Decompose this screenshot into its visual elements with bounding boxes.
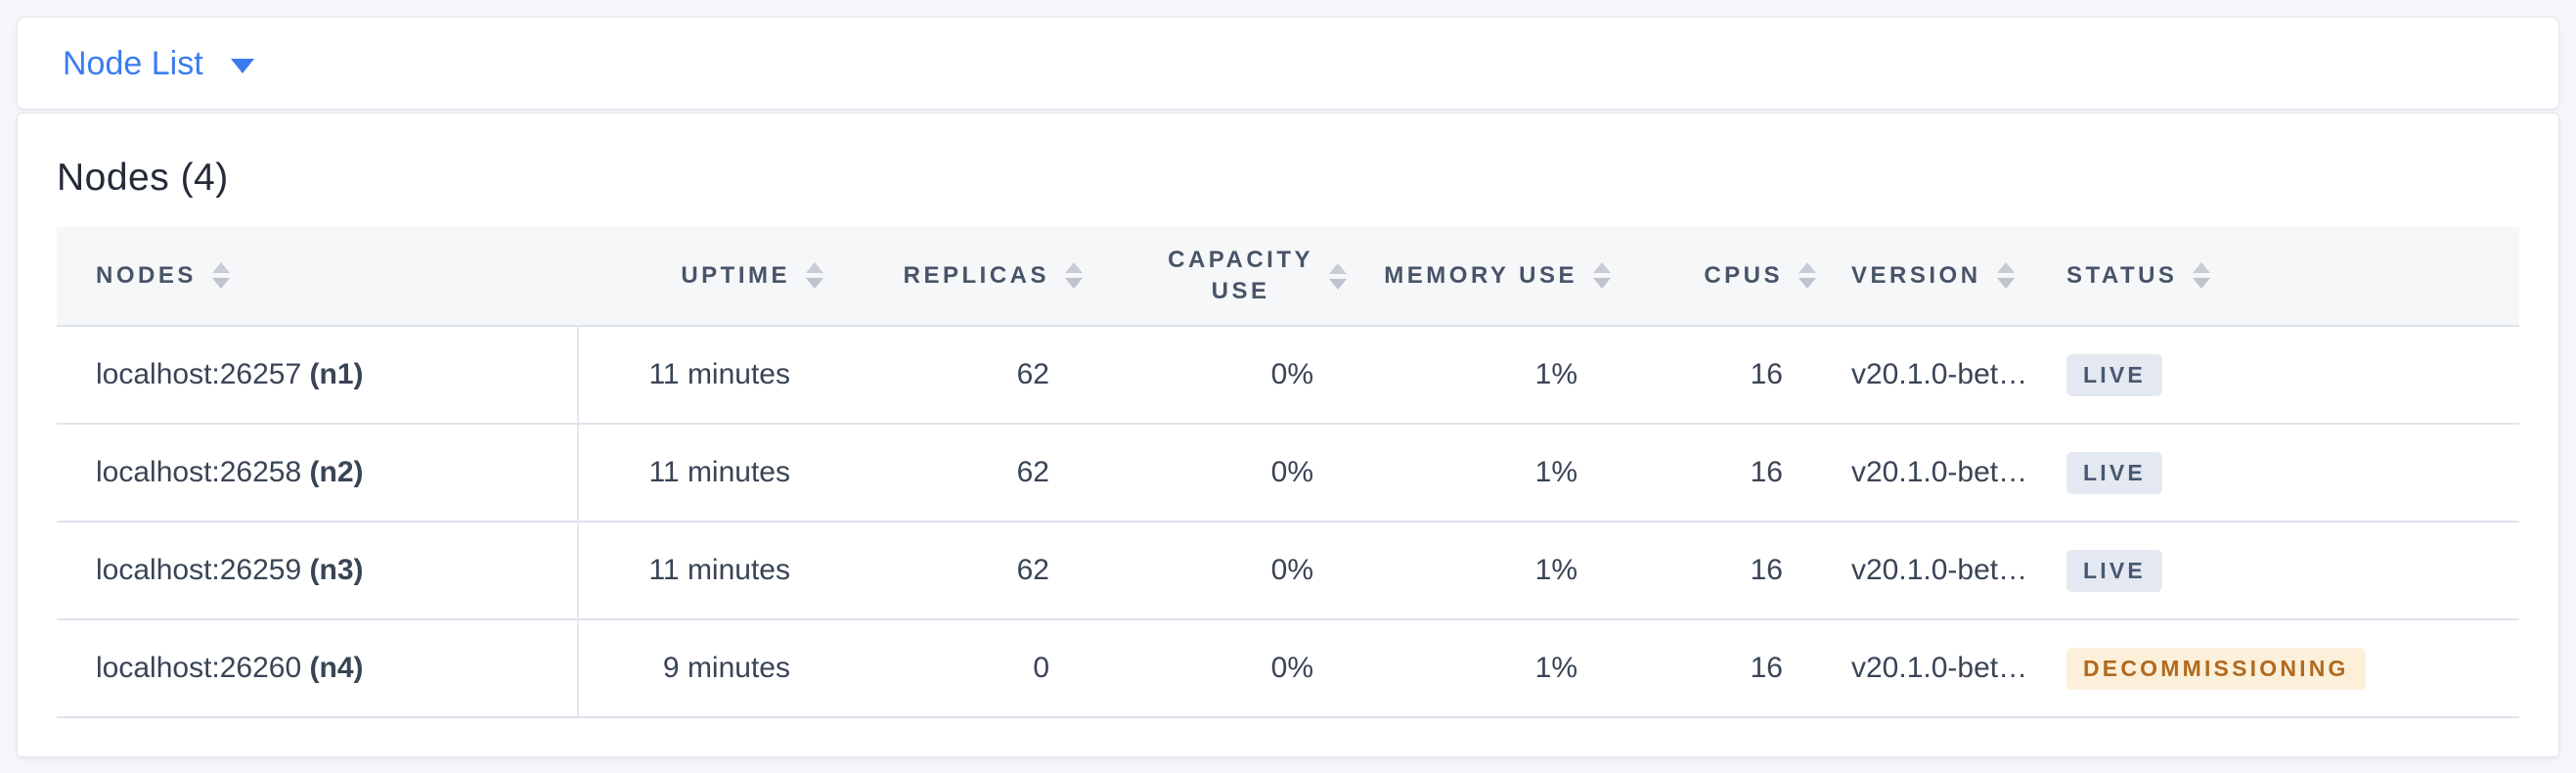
replicas-cell: 62 [837,521,1096,619]
version-cell: v20.1.0-bet… [1830,325,2045,424]
column-header-status[interactable]: STATUS [2045,227,2519,326]
sort-arrows-icon [1065,262,1083,290]
version-cell: v20.1.0-bet… [1830,618,2045,718]
column-header-memory_use[interactable]: MEMORY USE [1360,227,1624,326]
uptime-cell: 9 minutes [578,618,837,718]
node-id: (n4) [301,652,364,684]
column-label: CPUS [1704,261,1783,289]
table-row[interactable]: localhost:26260 (n4) 9 minutes 0 0% 1% 16 v20.… [57,618,2519,718]
sort-arrows-icon [806,262,823,290]
capacity-use-cell: 0% [1096,618,1360,718]
node-address: localhost:26260 [96,652,302,684]
table-row[interactable]: localhost:26257 (n1) 11 minutes 62 0% 1% 16 v2… [57,325,2519,424]
memory-use-cell: 1% [1360,325,1624,424]
status-cell: LIVE [2045,423,2519,522]
cpus-cell: 16 [1624,618,1830,718]
cpus-cell: 16 [1624,325,1830,424]
capacity-use-cell: 0% [1096,325,1360,424]
replicas-cell: 0 [837,618,1096,718]
caret-down-icon [230,58,254,73]
column-label: REPLICAS [903,261,1049,289]
nodes-table: NODES UPTIME REPLICAS CAPACITY USE MEMORY USE… [57,227,2519,718]
column-label: STATUS [2066,261,2178,289]
status-badge: LIVE [2066,353,2162,396]
uptime-cell: 11 minutes [578,521,837,619]
cpus-cell: 16 [1624,423,1830,522]
status-badge: LIVE [2066,451,2162,494]
column-header-cpus[interactable]: CPUS [1624,227,1830,326]
sort-arrows-icon [1329,262,1347,290]
version-cell: v20.1.0-bet… [1830,521,2045,619]
column-header-version[interactable]: VERSION [1830,227,2045,326]
replicas-cell: 62 [837,325,1096,424]
uptime-cell: 11 minutes [578,423,837,522]
node-address: localhost:26258 [96,456,302,488]
table-row[interactable]: localhost:26258 (n2) 11 minutes 62 0% 1% 16 v2… [57,423,2519,522]
column-label: CAPACITY USE [1168,246,1313,304]
node-address: localhost:26259 [96,554,302,586]
column-label: UPTIME [681,261,790,289]
node-name-cell: localhost:26257 (n1) [57,325,579,424]
column-header-capacity_use[interactable]: CAPACITY USE [1096,227,1360,326]
status-cell: LIVE [2045,325,2519,424]
table-header-row: NODES UPTIME REPLICAS CAPACITY USE MEMORY USE… [57,227,2519,326]
page-title: Nodes (4) [57,157,229,199]
capacity-use-cell: 0% [1096,521,1360,619]
memory-use-cell: 1% [1360,521,1624,619]
sort-arrows-icon [2193,262,2211,290]
column-header-replicas[interactable]: REPLICAS [837,227,1096,326]
memory-use-cell: 1% [1360,423,1624,522]
node-id: (n2) [301,456,364,488]
node-id: (n1) [301,358,364,390]
column-label: MEMORY USE [1384,261,1577,289]
table-row[interactable]: localhost:26259 (n3) 11 minutes 62 0% 1% 16 v2… [57,521,2519,619]
sort-arrows-icon [211,262,230,290]
node-name-cell: localhost:26260 (n4) [57,618,579,718]
node-name-cell: localhost:26258 (n2) [57,423,579,522]
status-cell: LIVE [2045,521,2519,619]
status-badge: DECOMMISSIONING [2066,647,2366,690]
nodes-card: Nodes (4) NODES UPTIME REPLICAS CAPACITY USE… [17,113,2559,757]
replicas-cell: 62 [837,423,1096,522]
node-name-cell: localhost:26259 (n3) [57,521,579,619]
node-list-dropdown-label: Node List [63,44,203,82]
column-label: NODES [96,261,197,289]
cpus-cell: 16 [1624,521,1830,619]
sort-arrows-icon [1996,262,2015,290]
node-id: (n3) [301,554,364,586]
capacity-use-cell: 0% [1096,423,1360,522]
uptime-cell: 11 minutes [578,325,837,424]
sort-arrows-icon [1799,262,1816,290]
sort-arrows-icon [1593,262,1611,290]
node-address: localhost:26257 [96,358,302,390]
view-selector-bar: Node List [17,17,2559,110]
column-header-nodes[interactable]: NODES [57,227,578,326]
node-list-dropdown[interactable]: Node List [63,47,254,80]
memory-use-cell: 1% [1360,618,1624,718]
column-label: VERSION [1851,261,1981,289]
version-cell: v20.1.0-bet… [1830,423,2045,522]
column-header-uptime[interactable]: UPTIME [578,227,837,326]
status-cell: DECOMMISSIONING [2045,618,2519,718]
status-badge: LIVE [2066,549,2162,592]
